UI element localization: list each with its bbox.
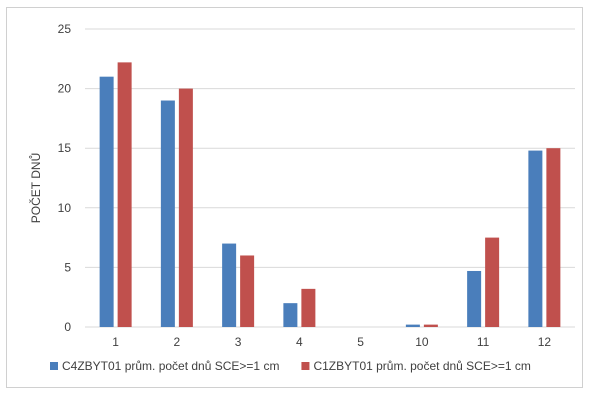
bar-series1-cat-4 <box>283 303 298 327</box>
y-tick-label: 20 <box>58 82 72 96</box>
x-tick-label: 12 <box>538 335 552 349</box>
x-axis-ticks: 1 2 3 4 5 10 11 12 <box>112 335 551 349</box>
y-tick-label: 15 <box>58 141 72 155</box>
gridlines <box>85 28 575 328</box>
y-tick-label: 5 <box>64 260 71 274</box>
bar-series2-cat-10 <box>423 324 438 327</box>
bar-series1-cat-10 <box>405 324 420 327</box>
bar-series1-cat-11 <box>467 270 482 327</box>
x-tick-label: 3 <box>235 335 242 349</box>
legend-label-series2: C1ZBYT01 prům. počet dnů SCE>=1 cm <box>313 359 530 373</box>
y-tick-label: 10 <box>58 201 72 215</box>
bar-series1-cat-3 <box>222 243 237 327</box>
bar-series1-cat-2 <box>160 100 175 328</box>
y-axis-title: POČET DNŮ <box>28 153 43 223</box>
bar-series1-cat-1 <box>99 76 114 328</box>
x-tick-label: 2 <box>174 335 181 349</box>
bar-series2-cat-4 <box>301 288 316 327</box>
bar-series2-cat-2 <box>178 88 193 327</box>
x-tick-label: 4 <box>296 335 303 349</box>
x-tick-label: 5 <box>357 335 364 349</box>
bar-series2-cat-1 <box>117 62 132 327</box>
legend-swatch-series1 <box>50 362 58 370</box>
legend-label-series1: C4ZBYT01 prům. počet dnů SCE>=1 cm <box>62 359 279 373</box>
bar-series1-cat-12 <box>528 150 543 327</box>
legend: C4ZBYT01 prům. počet dnů SCE>=1 cm C1ZBYT… <box>50 359 531 373</box>
y-tick-label: 25 <box>58 22 72 36</box>
x-tick-label: 1 <box>112 335 119 349</box>
legend-swatch-series2 <box>301 362 310 370</box>
x-tick-label: 10 <box>415 335 429 349</box>
y-tick-label: 0 <box>64 320 71 334</box>
bars <box>99 62 561 328</box>
x-tick-label: 11 <box>477 335 490 349</box>
bar-series2-cat-12 <box>546 148 561 327</box>
y-axis-ticks: 0 5 10 15 20 25 <box>58 22 72 334</box>
bar-series2-cat-3 <box>240 255 255 327</box>
bar-series2-cat-11 <box>485 237 500 327</box>
